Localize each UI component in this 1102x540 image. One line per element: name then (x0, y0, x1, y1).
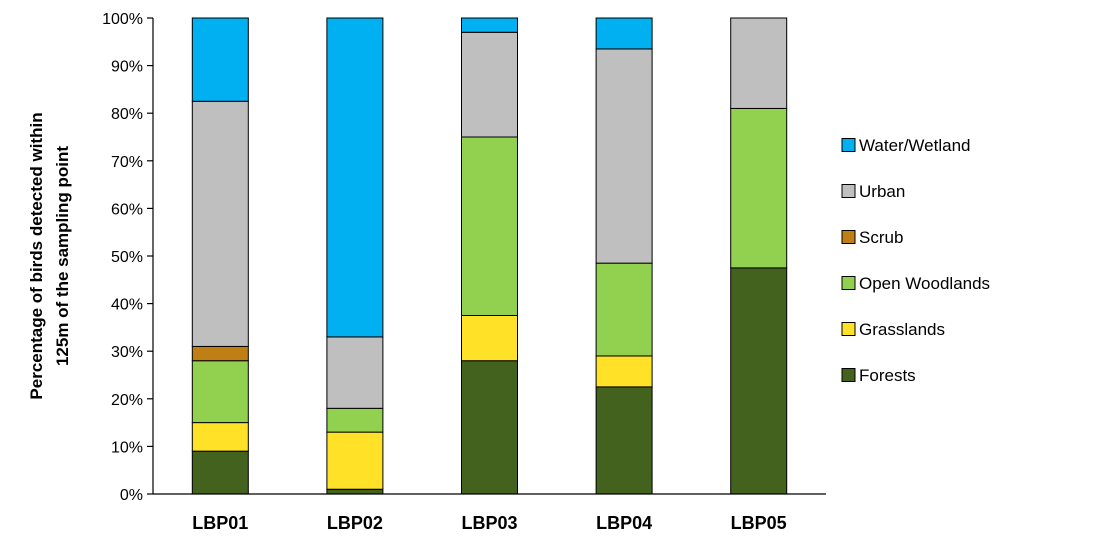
legend-label: Forests (859, 366, 916, 385)
y-tick-label: 30% (111, 344, 143, 361)
bar-segment-grasslands (595, 355, 653, 388)
legend-swatch (841, 322, 856, 336)
x-tick-label: LBP05 (731, 513, 787, 533)
bar-segment-urban (191, 100, 249, 347)
x-labels-layer: LBP01 LBP02 LBP03 LBP04 LBP05 (192, 513, 786, 533)
legend-label: Grasslands (859, 320, 945, 339)
bar-segment-open-woodlands (595, 262, 653, 357)
bar-segment-grasslands (326, 431, 384, 490)
legend-label: Scrub (859, 228, 903, 247)
y-tick-label: 60% (111, 201, 143, 218)
bar-stack-lbp04 (595, 17, 653, 495)
bar-stack-lbp01 (191, 17, 249, 495)
y-tick-label: 50% (111, 249, 143, 266)
legend-item-open-woodlands: Open Woodlands (841, 274, 990, 293)
y-axis-title-line1: Percentage of birds detected within (27, 112, 46, 399)
y-tick-label: 70% (111, 154, 143, 171)
y-ticks-layer: 0% 10% 20% 30% 40% 50% 60% 70% 80% 90% 100% (102, 11, 153, 504)
legend: Water/Wetland Urban Scrub Open Woodlands Gra… (841, 136, 990, 385)
bar-segment-water-wetland (326, 17, 384, 338)
bar-segment-grasslands (191, 422, 249, 452)
legend-item-urban: Urban (841, 182, 905, 201)
y-tick-label: 40% (111, 297, 143, 314)
bar-stack-lbp03 (461, 17, 518, 495)
legend-swatch (841, 368, 856, 382)
legend-swatch (841, 138, 856, 152)
bar-segment-open-woodlands (326, 407, 384, 433)
legend-label: Urban (859, 182, 905, 201)
bar-stack-lbp05 (730, 17, 788, 495)
bars-layer (191, 17, 788, 495)
legend-item-grasslands: Grasslands (841, 320, 945, 339)
x-tick-label: LBP01 (192, 513, 248, 533)
y-axis-title-line2: 125m of the sampling point (53, 146, 72, 366)
bar-segment-urban (595, 48, 653, 264)
legend-item-scrub: Scrub (841, 228, 903, 247)
y-axis-title: Percentage of birds detected within 125m… (27, 112, 72, 399)
bar-stack-lbp02 (326, 17, 384, 495)
bar-segment-water-wetland (191, 17, 249, 102)
x-tick-label: LBP02 (327, 513, 383, 533)
bar-segment-urban (730, 17, 788, 109)
bar-segment-grasslands (461, 315, 518, 362)
y-tick-label: 10% (111, 439, 143, 456)
x-tick-label: LBP03 (461, 513, 517, 533)
bar-segment-open-woodlands (730, 107, 788, 269)
bar-segment-open-woodlands (191, 360, 249, 424)
x-tick-label: LBP04 (596, 513, 652, 533)
legend-label: Water/Wetland (859, 136, 971, 155)
legend-swatch (841, 276, 856, 290)
bar-segment-urban (326, 336, 384, 409)
bar-segment-open-woodlands (461, 136, 518, 316)
y-tick-label: 20% (111, 392, 143, 409)
bar-segment-water-wetland (595, 17, 653, 50)
legend-label: Open Woodlands (859, 274, 990, 293)
y-tick-label: 80% (111, 106, 143, 123)
legend-item-forests: Forests (841, 366, 916, 385)
y-tick-label: 0% (120, 487, 143, 504)
legend-swatch (841, 230, 856, 244)
bar-segment-forests (191, 450, 249, 495)
bar-segment-water-wetland (461, 17, 518, 33)
bar-segment-urban (461, 31, 518, 138)
y-tick-label: 90% (111, 59, 143, 76)
legend-swatch (841, 184, 856, 198)
bar-segment-forests (595, 386, 653, 495)
bar-segment-forests (730, 267, 788, 495)
legend-item-water-wetland: Water/Wetland (841, 136, 971, 155)
bar-segment-scrub (191, 345, 249, 362)
y-tick-label: 100% (102, 11, 143, 28)
bar-segment-forests (326, 488, 384, 495)
bar-segment-forests (461, 360, 518, 495)
